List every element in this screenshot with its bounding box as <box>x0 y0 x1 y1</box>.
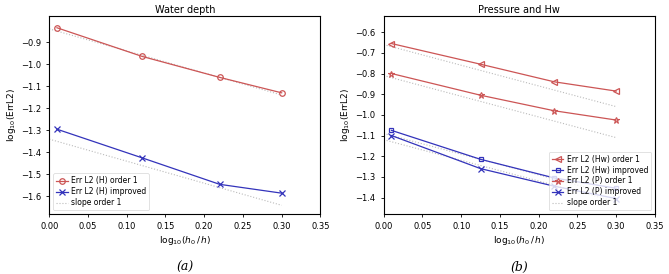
Legend: Err L2 (H) order 1, Err L2 (H) improved, slope order 1: Err L2 (H) order 1, Err L2 (H) improved,… <box>53 173 149 210</box>
Err L2 (Hw) improved <box>550 176 558 179</box>
Line: Err L2 (H) improved: Err L2 (H) improved <box>54 126 284 196</box>
Err L2 (H) order 1 <box>278 91 286 95</box>
Err L2 (Hw) improved <box>387 129 395 132</box>
Line: Err L2 (P) improved: Err L2 (P) improved <box>389 133 619 201</box>
Text: (b): (b) <box>510 261 529 274</box>
Line: Err L2 (Hw) order 1: Err L2 (Hw) order 1 <box>389 41 619 94</box>
Err L2 (H) improved <box>215 183 223 186</box>
Y-axis label: $\mathrm{log}_{10}(\mathrm{ErrL2})$: $\mathrm{log}_{10}(\mathrm{ErrL2})$ <box>5 88 18 142</box>
Err L2 (Hw) order 1 <box>476 62 484 66</box>
Err L2 (P) improved <box>387 134 395 137</box>
Err L2 (P) order 1 <box>387 72 395 75</box>
Err L2 (Hw) improved <box>612 187 620 190</box>
Err L2 (P) improved <box>476 167 484 170</box>
Err L2 (Hw) order 1 <box>612 89 620 93</box>
Err L2 (P) order 1 <box>612 118 620 122</box>
Err L2 (H) order 1 <box>138 55 147 58</box>
Legend: Err L2 (Hw) order 1, Err L2 (Hw) improved, Err L2 (P) order 1, Err L2 (P) improv: Err L2 (Hw) order 1, Err L2 (Hw) improve… <box>549 152 651 210</box>
Err L2 (Hw) improved <box>476 158 484 161</box>
X-axis label: $\mathrm{log}_{10}(h_0\,/\,h)$: $\mathrm{log}_{10}(h_0\,/\,h)$ <box>493 234 545 247</box>
Title: Pressure and Hw: Pressure and Hw <box>478 5 560 15</box>
Line: Err L2 (H) order 1: Err L2 (H) order 1 <box>54 25 284 96</box>
Err L2 (P) improved <box>612 197 620 200</box>
X-axis label: $\mathrm{log}_{10}(h_0\,/\,h)$: $\mathrm{log}_{10}(h_0\,/\,h)$ <box>159 234 211 247</box>
Err L2 (P) order 1 <box>550 109 558 112</box>
Line: Err L2 (Hw) improved: Err L2 (Hw) improved <box>389 128 619 191</box>
Err L2 (P) order 1 <box>476 94 484 97</box>
Err L2 (H) order 1 <box>53 26 61 29</box>
Text: (a): (a) <box>176 261 193 274</box>
Err L2 (H) improved <box>53 128 61 131</box>
Title: Water depth: Water depth <box>155 5 215 15</box>
Line: Err L2 (P) order 1: Err L2 (P) order 1 <box>388 70 619 124</box>
Err L2 (P) improved <box>550 185 558 188</box>
Err L2 (Hw) order 1 <box>387 42 395 45</box>
Y-axis label: $\mathrm{log}_{10}(\mathrm{ErrL2})$: $\mathrm{log}_{10}(\mathrm{ErrL2})$ <box>339 88 353 142</box>
Err L2 (H) improved <box>278 192 286 195</box>
Err L2 (H) improved <box>138 156 147 159</box>
Err L2 (Hw) order 1 <box>550 80 558 84</box>
Err L2 (H) order 1 <box>215 76 223 79</box>
